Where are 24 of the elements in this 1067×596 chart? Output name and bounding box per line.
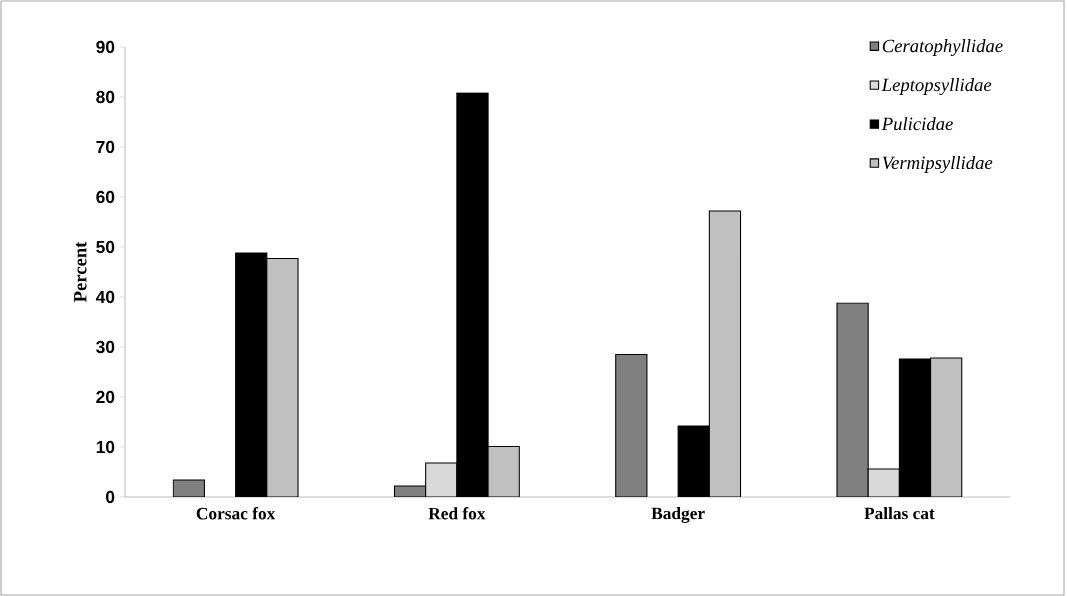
x-tick-label: Pallas cat bbox=[864, 507, 935, 520]
y-tick-label: 30 bbox=[96, 340, 115, 354]
legend-label: Vermipsyllidae bbox=[882, 155, 993, 173]
bar bbox=[266, 257, 299, 497]
bar bbox=[930, 357, 963, 497]
y-tick-label: 10 bbox=[96, 440, 115, 454]
bar bbox=[708, 210, 742, 497]
bar bbox=[487, 445, 520, 497]
y-tick-label: 40 bbox=[95, 290, 115, 304]
x-tick-label: Red fox bbox=[428, 507, 486, 520]
x-tick-label: Badger bbox=[651, 507, 705, 523]
y-tick-label: 60 bbox=[96, 190, 115, 204]
x-tick-label: Corsac fox bbox=[196, 507, 276, 520]
y-tick-label: 70 bbox=[96, 140, 115, 154]
y-tick-label: 0 bbox=[106, 490, 115, 504]
legend-label: Leptopsyllidae bbox=[881, 78, 992, 96]
legend-label: Pulicidae bbox=[881, 116, 953, 131]
y-tick-label: 90 bbox=[96, 40, 115, 54]
y-tick-label: 20 bbox=[96, 390, 115, 404]
y-tick-label: 80 bbox=[96, 90, 115, 104]
y-axis-title: Percent bbox=[74, 241, 87, 303]
bar bbox=[425, 462, 458, 497]
y-tick-label: 50 bbox=[96, 240, 115, 254]
legend-label: Ceratophyllidae bbox=[882, 39, 1003, 57]
